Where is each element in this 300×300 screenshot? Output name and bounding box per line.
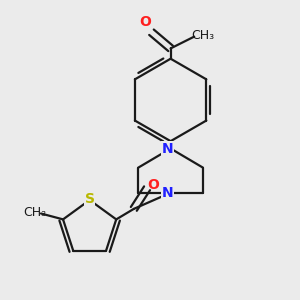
- Text: O: O: [147, 178, 159, 192]
- Text: N: N: [162, 186, 173, 200]
- Text: N: N: [162, 142, 173, 155]
- Text: CH₃: CH₃: [23, 206, 46, 218]
- Text: S: S: [85, 192, 94, 206]
- Text: O: O: [140, 15, 152, 29]
- Text: CH₃: CH₃: [191, 29, 214, 42]
